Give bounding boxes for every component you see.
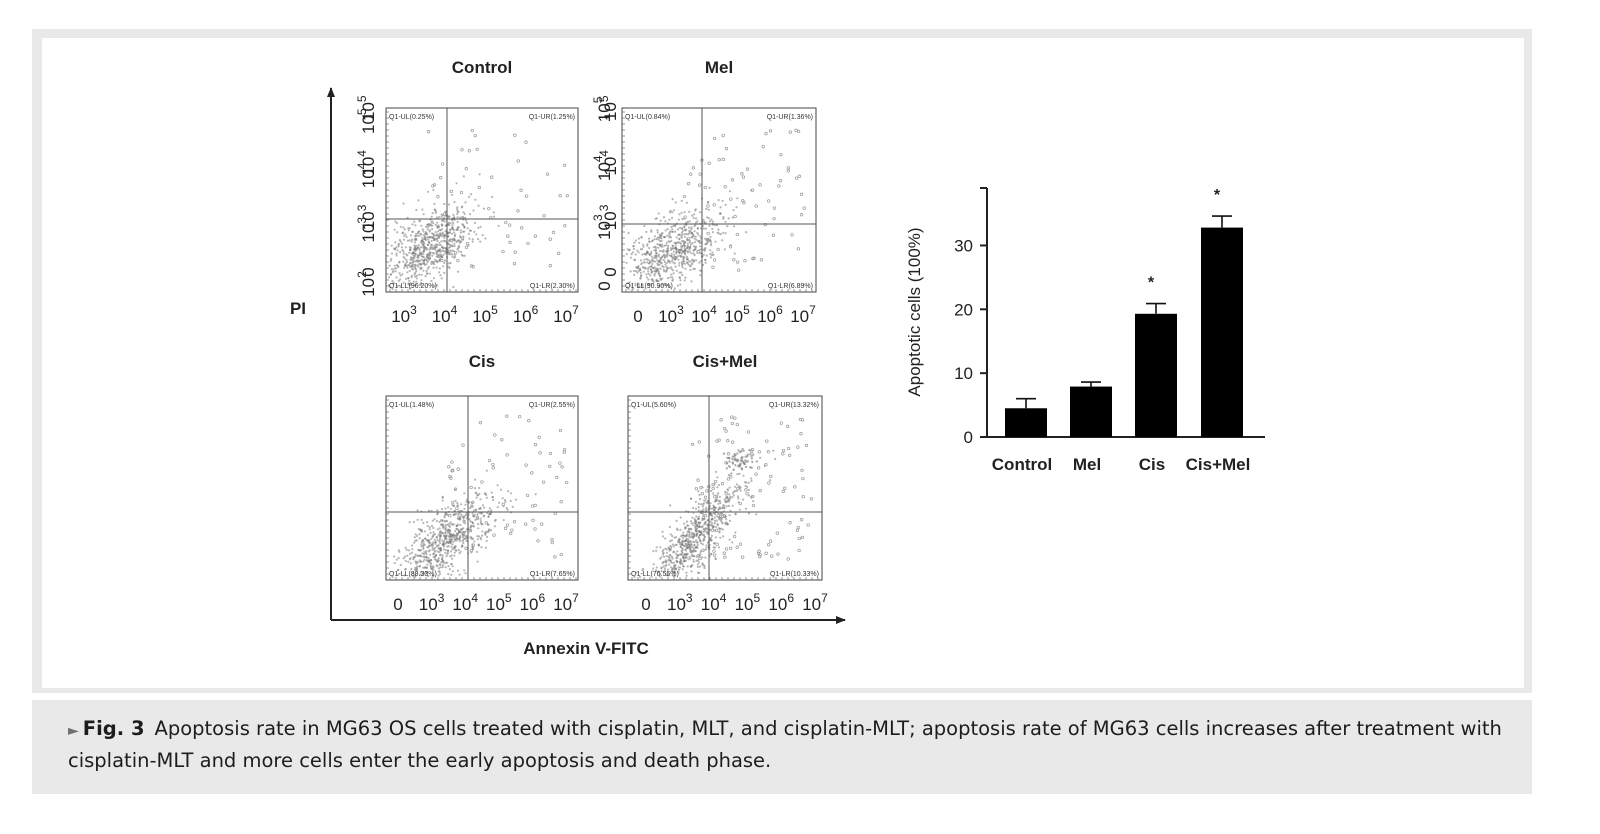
x-category-label: Control <box>992 455 1052 474</box>
pi-axis-label: PI <box>290 299 306 318</box>
x-tick-label: 104 <box>701 591 727 614</box>
quadrant-ur-label: Q1-UR(1.25%) <box>529 114 575 121</box>
x-tick-label: 107 <box>790 303 816 326</box>
figure-number: Fig. 3 <box>82 717 145 740</box>
x-tick-label: 106 <box>520 591 546 614</box>
y-tick-label: 0 <box>601 267 620 276</box>
bar-mel <box>1070 386 1112 437</box>
quadrant-lr-label: Q1-LR(10.33%) <box>770 571 819 578</box>
bar-control <box>1005 408 1047 437</box>
x-tick-label: 106 <box>757 303 783 326</box>
x-tick-label: 0 <box>641 595 650 614</box>
y-tick-label: 20 <box>954 300 973 319</box>
x-tick-label: 103 <box>391 303 417 326</box>
x-tick-label: 104 <box>432 303 458 326</box>
quadrant-ul-label: Q1-UL(0.25%) <box>389 114 434 121</box>
x-tick-label: 106 <box>768 591 794 614</box>
quadrant-lr-label: Q1-LR(6.89%) <box>768 283 813 290</box>
panel-title: Cis <box>469 352 495 371</box>
y-tick-label: 104 <box>355 150 378 176</box>
x-tick-label: 104 <box>452 591 478 614</box>
y-tick-label: 0 <box>359 267 378 276</box>
y-tick-label: 0 <box>964 428 973 447</box>
x-tick-label: 105 <box>486 591 512 614</box>
quadrant-ul-label: Q1-UL(5.60%) <box>631 402 676 409</box>
y-tick-label: 10 <box>954 364 973 383</box>
scatter-dots <box>635 415 814 579</box>
flow-panel-cis: Cis Q1-UL(1.48%) Q1-UR(2.55%) Q1-LL(88.33%)… <box>355 95 579 614</box>
bar-cis-plus-mel <box>1201 227 1243 437</box>
y-tick-label: 105 <box>597 95 620 121</box>
x-tick-label: 105 <box>472 303 498 326</box>
significance-marker: * <box>1148 275 1155 292</box>
quadrant-ll-label: Q1-LL(88.33%) <box>389 571 437 578</box>
x-tick-label: 0 <box>633 307 642 326</box>
panel-title: Cis+Mel <box>693 352 758 371</box>
y-tick-label: 103 <box>597 204 620 230</box>
y-tick-label: 103 <box>355 217 378 243</box>
x-tick-label: 107 <box>553 591 579 614</box>
y-tick-label: 30 <box>954 236 973 255</box>
scatter-dots <box>388 128 569 290</box>
x-category-label: Cis <box>1139 455 1165 474</box>
y-tick-label: 105 <box>355 95 378 121</box>
x-tick-label: 105 <box>735 591 761 614</box>
x-tick-label: 103 <box>419 591 445 614</box>
flow-panel-control: Control Q1-UL(0.25%) Q1-UR(1.25%) Q1-LL(96.… <box>355 58 579 326</box>
figure-caption-box: ► Fig. 3 Apoptosis rate in MG63 OS cells t… <box>32 700 1532 794</box>
figure-caption: ► Fig. 3 Apoptosis rate in MG63 OS cells t… <box>68 714 1508 776</box>
quadrant-ul-label: Q1-UL(1.48%) <box>389 402 434 409</box>
y-tick-label: 103 <box>355 204 378 230</box>
x-tick-label: 103 <box>658 303 684 326</box>
quadrant-lr-label: Q1-LR(7.65%) <box>530 571 575 578</box>
flow-panel-mel: Mel Q1-UL(0.84%) Q1-UR(1.36%) Q1-LL(90.90%)… <box>591 58 817 326</box>
scatter-dots <box>393 414 569 579</box>
quadrant-lr-label: Q1-LR(2.30%) <box>530 283 575 290</box>
y-tick-label: 105 <box>355 108 378 134</box>
flow-cytometry-panels: Control Q1-UL(0.25%) Q1-UR(1.25%) Q1-LL(96.… <box>355 58 828 614</box>
x-tick-label: 107 <box>553 303 579 326</box>
y-tick-label: 103 <box>591 214 614 240</box>
flow-panel-cis-plus-mel: Cis+Mel Q1-UL(5.60%) Q1-UR(13.32%) Q1-LL(70… <box>597 95 828 614</box>
panel-frame <box>621 107 817 293</box>
x-category-label: Cis+Mel <box>1186 455 1251 474</box>
quadrant-ul-label: Q1-UL(0.84%) <box>625 114 670 121</box>
y-tick-label: 104 <box>597 150 620 176</box>
caption-text: Apoptosis rate in MG63 OS cells treated … <box>68 717 1502 772</box>
quadrant-ll-label: Q1-LL(90.90%) <box>625 283 673 290</box>
panel-frame <box>385 395 579 581</box>
y-tick-label: 104 <box>591 155 614 181</box>
panel-title: Mel <box>705 58 733 77</box>
y-tick-label: 0 <box>595 281 614 290</box>
x-tick-label: 106 <box>513 303 539 326</box>
significance-marker: * <box>1214 187 1221 204</box>
x-tick-label: 104 <box>691 303 717 326</box>
bar-cis <box>1135 313 1177 437</box>
x-tick-label: 103 <box>667 591 693 614</box>
caption-marker-icon: ► <box>68 723 79 739</box>
x-tick-label: 107 <box>802 591 828 614</box>
x-tick-label: 0 <box>393 595 402 614</box>
quadrant-ur-label: Q1-UR(2.55%) <box>529 402 575 409</box>
x-category-label: Mel <box>1073 455 1101 474</box>
y-tick-label: 102 <box>355 271 378 297</box>
y-tick-label: 105 <box>591 96 614 122</box>
quadrant-ll-label: Q1-LL(96.20%) <box>389 283 437 290</box>
bar-chart-y-axis-label: Apoptotic cells (100%) <box>905 227 924 396</box>
apoptosis-bar-chart: Apoptotic cells (100%) 0 10 20 30 Control Mel… <box>905 187 1265 474</box>
x-tick-label: 105 <box>724 303 750 326</box>
scatter-dots <box>625 128 806 291</box>
figure-graphic: PI Annexin V-FITC Control Q1-UL(0.25%) Q1-… <box>290 58 1265 658</box>
annexin-axis-label: Annexin V-FITC <box>523 639 649 658</box>
quadrant-ur-label: Q1-UR(1.36%) <box>767 114 813 121</box>
panel-frame <box>385 107 579 293</box>
quadrant-ll-label: Q1-LL(70.55%) <box>631 571 679 578</box>
panel-title: Control <box>452 58 512 77</box>
y-tick-label: 104 <box>355 162 378 188</box>
panel-frame <box>627 395 823 581</box>
quadrant-ur-label: Q1-UR(13.32%) <box>769 402 819 409</box>
